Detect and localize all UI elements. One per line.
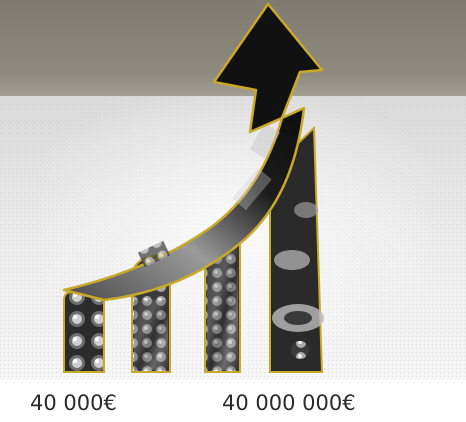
value-caption: 40 000€ 40 000 000€ [0, 380, 466, 422]
growth-arrow-with-bars-photo [0, 0, 466, 380]
bar-1 [63, 291, 105, 373]
end-value-label: 40 000 000€ [222, 391, 356, 415]
growth-arrow [62, 2, 324, 302]
start-value-label: 40 000€ [30, 391, 117, 415]
